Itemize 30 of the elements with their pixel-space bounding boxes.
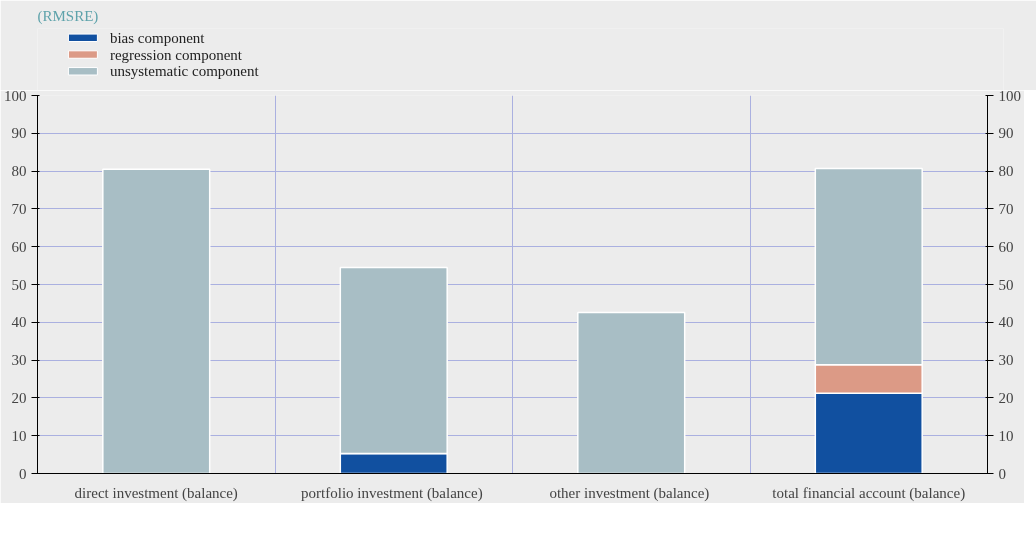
x-tick-label: portfolio investment (balance) [301,484,483,502]
y-tick-label: 30 [11,352,27,369]
y2-tick-label: 20 [998,389,1014,406]
x-tick-label: total financial account (balance) [772,484,966,502]
y2-tick-label: 80 [998,163,1014,180]
y-tick-label: 90 [11,125,27,142]
y2-tick-label: 40 [998,314,1014,331]
y-tick-label: 10 [11,427,27,444]
y2-tick-label: 70 [998,200,1014,217]
y-tick-label: 80 [11,163,27,180]
y2-tick-label: 60 [998,238,1014,255]
y2-tick-label: 90 [998,125,1014,142]
y-tick-label: 20 [11,389,27,406]
y2-tick-label: 0 [998,465,1006,482]
legend-label: regression component [109,46,243,63]
y2-tick-label: 50 [998,276,1014,293]
y-tick-label: 0 [19,465,27,482]
x-tick-label: other investment (balance) [549,484,710,502]
x-tick-label: direct investment (balance) [74,484,238,502]
y-tick-label: 40 [11,314,27,331]
y-tick-label: 70 [11,200,27,217]
chart-subtitle: (RMSRE) [37,7,99,25]
y2-tick-label: 10 [998,427,1014,444]
legend-label: unsystematic component [109,63,260,80]
legend-label: bias component [109,29,206,46]
y-tick-label: 100 [4,87,27,104]
y2-tick-label: 100 [998,87,1021,104]
y-tick-label: 60 [11,238,27,255]
y2-tick-label: 30 [998,352,1014,369]
y-tick-label: 50 [11,276,27,293]
